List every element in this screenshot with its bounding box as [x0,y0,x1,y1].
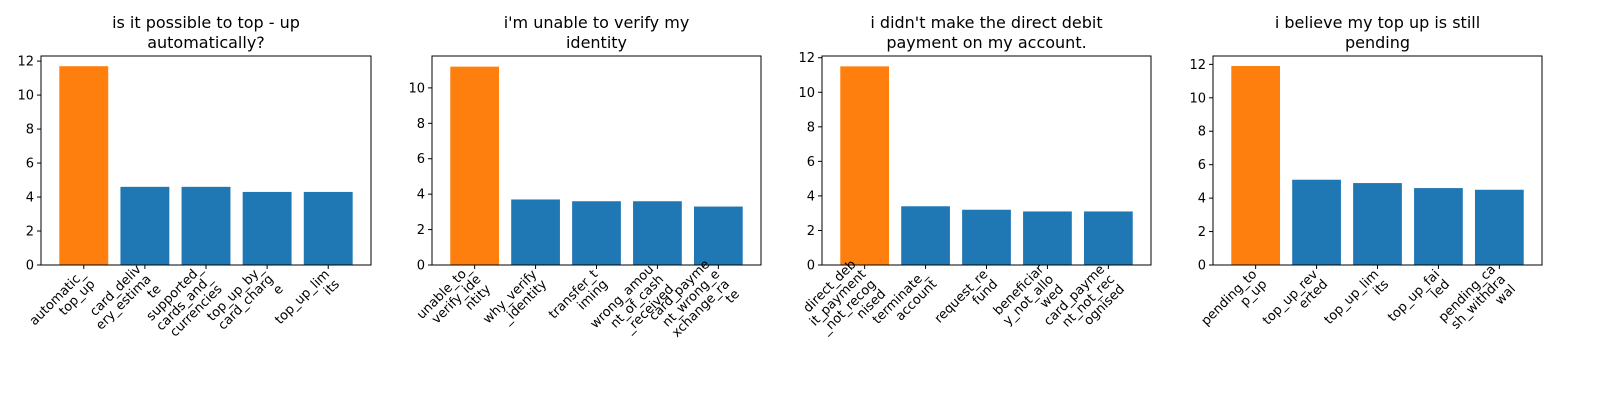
bar [511,199,560,265]
bar [120,186,170,265]
plot-frame [1212,55,1543,266]
x-tick-label: top_up_failed [1385,267,1453,335]
y-tick-label: 0 [417,259,425,274]
chart-title: pending [1345,33,1410,52]
y-tick-label: 8 [417,117,425,132]
bar [1231,66,1281,265]
x-tick-label: pending_top_up [1199,267,1271,339]
y-tick-label: 2 [417,223,425,238]
bar [1292,179,1341,265]
y-tick-label: 12 [798,51,815,66]
x-tick-label: request_refund [932,267,1001,336]
y-tick-label: 10 [798,86,815,101]
plot-frame [821,55,1152,266]
bar [1023,211,1072,265]
y-tick-label: 12 [17,55,34,70]
chart-title: i'm unable to verify my [504,13,690,32]
chart-title: i believe my top up is still [1275,13,1480,32]
y-tick-label: 0 [1198,259,1206,274]
y-tick-label: 0 [807,259,815,274]
y-tick-label: 8 [807,120,815,135]
y-tick-label: 10 [1189,91,1206,106]
y-tick-label: 4 [1198,192,1206,207]
plot-frame [431,55,762,266]
x-tick-label: top_up_reverted [1260,267,1331,338]
y-tick-label: 8 [1198,125,1206,140]
y-tick-label: 6 [26,157,34,172]
chart-title: automatically? [147,33,265,52]
y-tick-label: 2 [807,224,815,239]
bar [1353,183,1402,265]
bar [840,66,890,265]
bar [181,186,231,265]
x-tick-label: unable_to_verify_identity [414,262,495,343]
chart-title: payment on my account. [886,33,1086,52]
x-tick-label: top_up_limits [272,267,343,338]
y-tick-label: 10 [408,81,425,96]
chart-title: i didn't make the direct debit [870,13,1102,32]
y-tick-label: 8 [26,123,34,138]
x-tick-label: card_payment_not_recognised [1041,262,1128,349]
bar [303,191,353,265]
bar [59,66,109,265]
y-tick-label: 6 [807,155,815,170]
x-tick-label: automatic_top_up [27,267,99,339]
y-tick-label: 4 [417,188,425,203]
y-tick-label: 6 [1198,158,1206,173]
chart-1: is it possible to top - upautomatically?… [17,13,372,345]
bar [693,206,743,265]
bar [242,191,292,265]
chart-title: identity [566,33,627,52]
y-tick-label: 10 [17,89,34,104]
x-tick-label: top_up_limits [1322,267,1393,338]
y-tick-label: 2 [1198,225,1206,240]
y-tick-label: 0 [26,259,34,274]
x-tick-label: supported_cards_and_currencies [144,262,226,344]
bar [962,209,1011,265]
y-tick-label: 4 [807,189,815,204]
bar [633,201,682,265]
chart-title: is it possible to top - up [112,13,300,32]
x-tick-label: card_payment_wrong_exchange_rate [646,257,743,354]
bar [450,66,500,265]
bar [1474,189,1524,265]
y-tick-label: 12 [1189,58,1206,73]
x-tick-label: pending_cash_withdrawal [1436,262,1519,345]
y-tick-label: 2 [26,225,34,240]
plot-frame [40,55,372,266]
bar [572,201,621,265]
bar [1083,211,1133,265]
bar [901,206,950,265]
x-tick-label: card_delivery_estimate [83,262,164,343]
bar [1414,188,1463,265]
y-tick-label: 6 [417,152,425,167]
x-tick-label: top_up_by_card_charge [204,262,287,345]
x-tick-label: beneficiary_not_allowed [991,262,1068,339]
y-tick-label: 4 [26,191,34,206]
x-tick-label: why_verify_identity [480,267,550,337]
